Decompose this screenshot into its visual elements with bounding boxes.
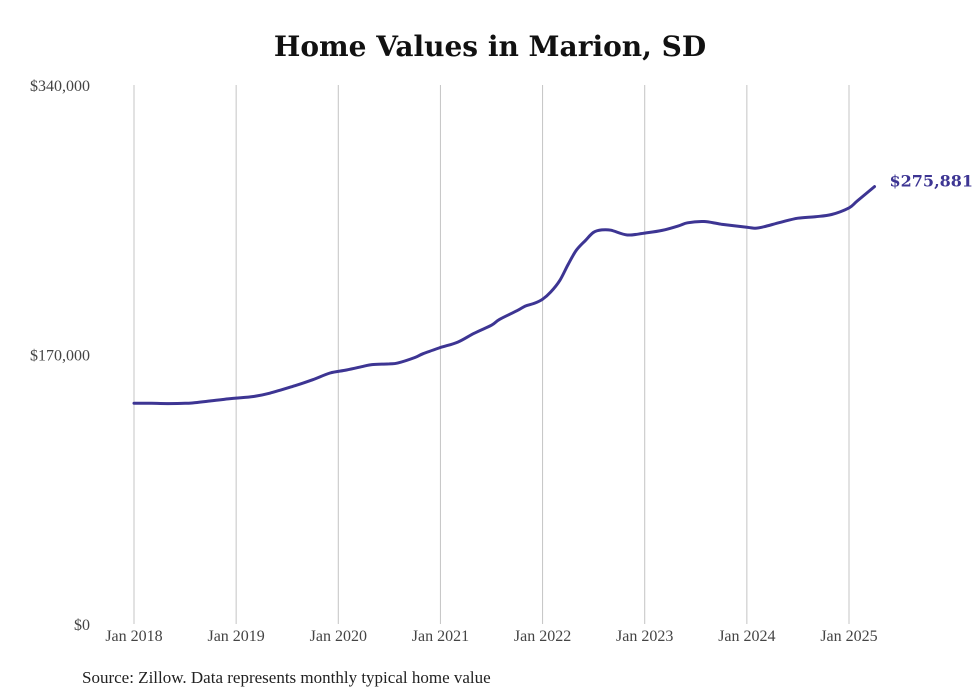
data-point xyxy=(421,352,425,355)
data-point xyxy=(209,399,212,403)
x-tick-label: Jan 2025 xyxy=(820,628,877,645)
data-point xyxy=(472,332,476,335)
data-point xyxy=(268,392,271,395)
source-note: Source: Zillow. Data represents monthly … xyxy=(82,668,491,687)
data-point xyxy=(192,401,195,405)
y-tick-label: $170,000 xyxy=(30,348,90,365)
x-tick-label: Jan 2018 xyxy=(105,628,162,645)
data-point xyxy=(183,402,187,405)
chart-title: Home Values in Marion, SD xyxy=(273,30,707,63)
data-point xyxy=(541,298,544,301)
data-point xyxy=(763,225,766,228)
series-layer: $275,881 xyxy=(132,172,974,406)
data-point xyxy=(524,304,527,308)
y-axis-ticks: $0 $170,000 $340,000 xyxy=(30,78,90,634)
data-point xyxy=(592,231,595,234)
data-point xyxy=(362,365,365,368)
data-point xyxy=(796,217,800,220)
data-point xyxy=(396,361,399,365)
data-point xyxy=(132,402,136,405)
data-point xyxy=(584,239,587,242)
data-point xyxy=(252,395,255,398)
x-tick-label: Jan 2024 xyxy=(718,628,775,645)
data-point xyxy=(226,397,230,401)
data-point xyxy=(720,223,723,226)
data-point xyxy=(873,185,876,188)
data-point xyxy=(856,199,859,203)
data-point xyxy=(847,206,851,210)
data-point xyxy=(311,378,314,381)
data-point xyxy=(600,228,603,232)
data-point xyxy=(166,402,169,405)
data-point xyxy=(549,290,552,294)
data-point xyxy=(660,229,664,232)
end-value-label: $275,881 xyxy=(890,172,974,191)
y-tick-label: $0 xyxy=(74,617,90,634)
x-tick-label: Jan 2020 xyxy=(310,628,367,645)
data-point xyxy=(830,213,833,216)
data-point xyxy=(413,356,417,359)
data-point xyxy=(388,362,391,366)
x-tick-label: Jan 2021 xyxy=(412,628,469,645)
x-axis-ticks: Jan 2018 Jan 2019 Jan 2020 Jan 2021 Jan 2022… xyxy=(105,628,877,645)
x-tick-label: Jan 2023 xyxy=(616,628,673,645)
data-point xyxy=(702,220,706,223)
data-point xyxy=(609,229,613,232)
data-point xyxy=(745,226,749,229)
data-point xyxy=(677,224,680,228)
data-point xyxy=(456,340,459,344)
data-point xyxy=(515,309,519,312)
data-point xyxy=(814,215,817,218)
data-point xyxy=(345,368,348,372)
data-point xyxy=(575,249,578,252)
x-tick-label: Jan 2019 xyxy=(207,628,264,645)
data-point xyxy=(566,263,570,266)
data-point xyxy=(686,221,689,224)
data-point xyxy=(498,318,501,321)
data-point xyxy=(234,396,238,400)
data-point xyxy=(643,231,646,235)
data-point xyxy=(753,227,757,230)
data-point xyxy=(370,363,374,366)
data-point xyxy=(294,384,297,387)
data-point xyxy=(328,371,332,375)
series-line xyxy=(132,185,876,406)
x-tick-label: Jan 2022 xyxy=(514,628,571,645)
data-point xyxy=(626,233,629,237)
data-point xyxy=(779,221,782,224)
data-point xyxy=(533,302,536,305)
data-point xyxy=(558,279,562,282)
data-point xyxy=(439,346,442,349)
gridlines xyxy=(133,85,850,624)
y-tick-label: $340,000 xyxy=(30,78,90,95)
data-point xyxy=(490,324,493,327)
data-point xyxy=(150,402,153,405)
